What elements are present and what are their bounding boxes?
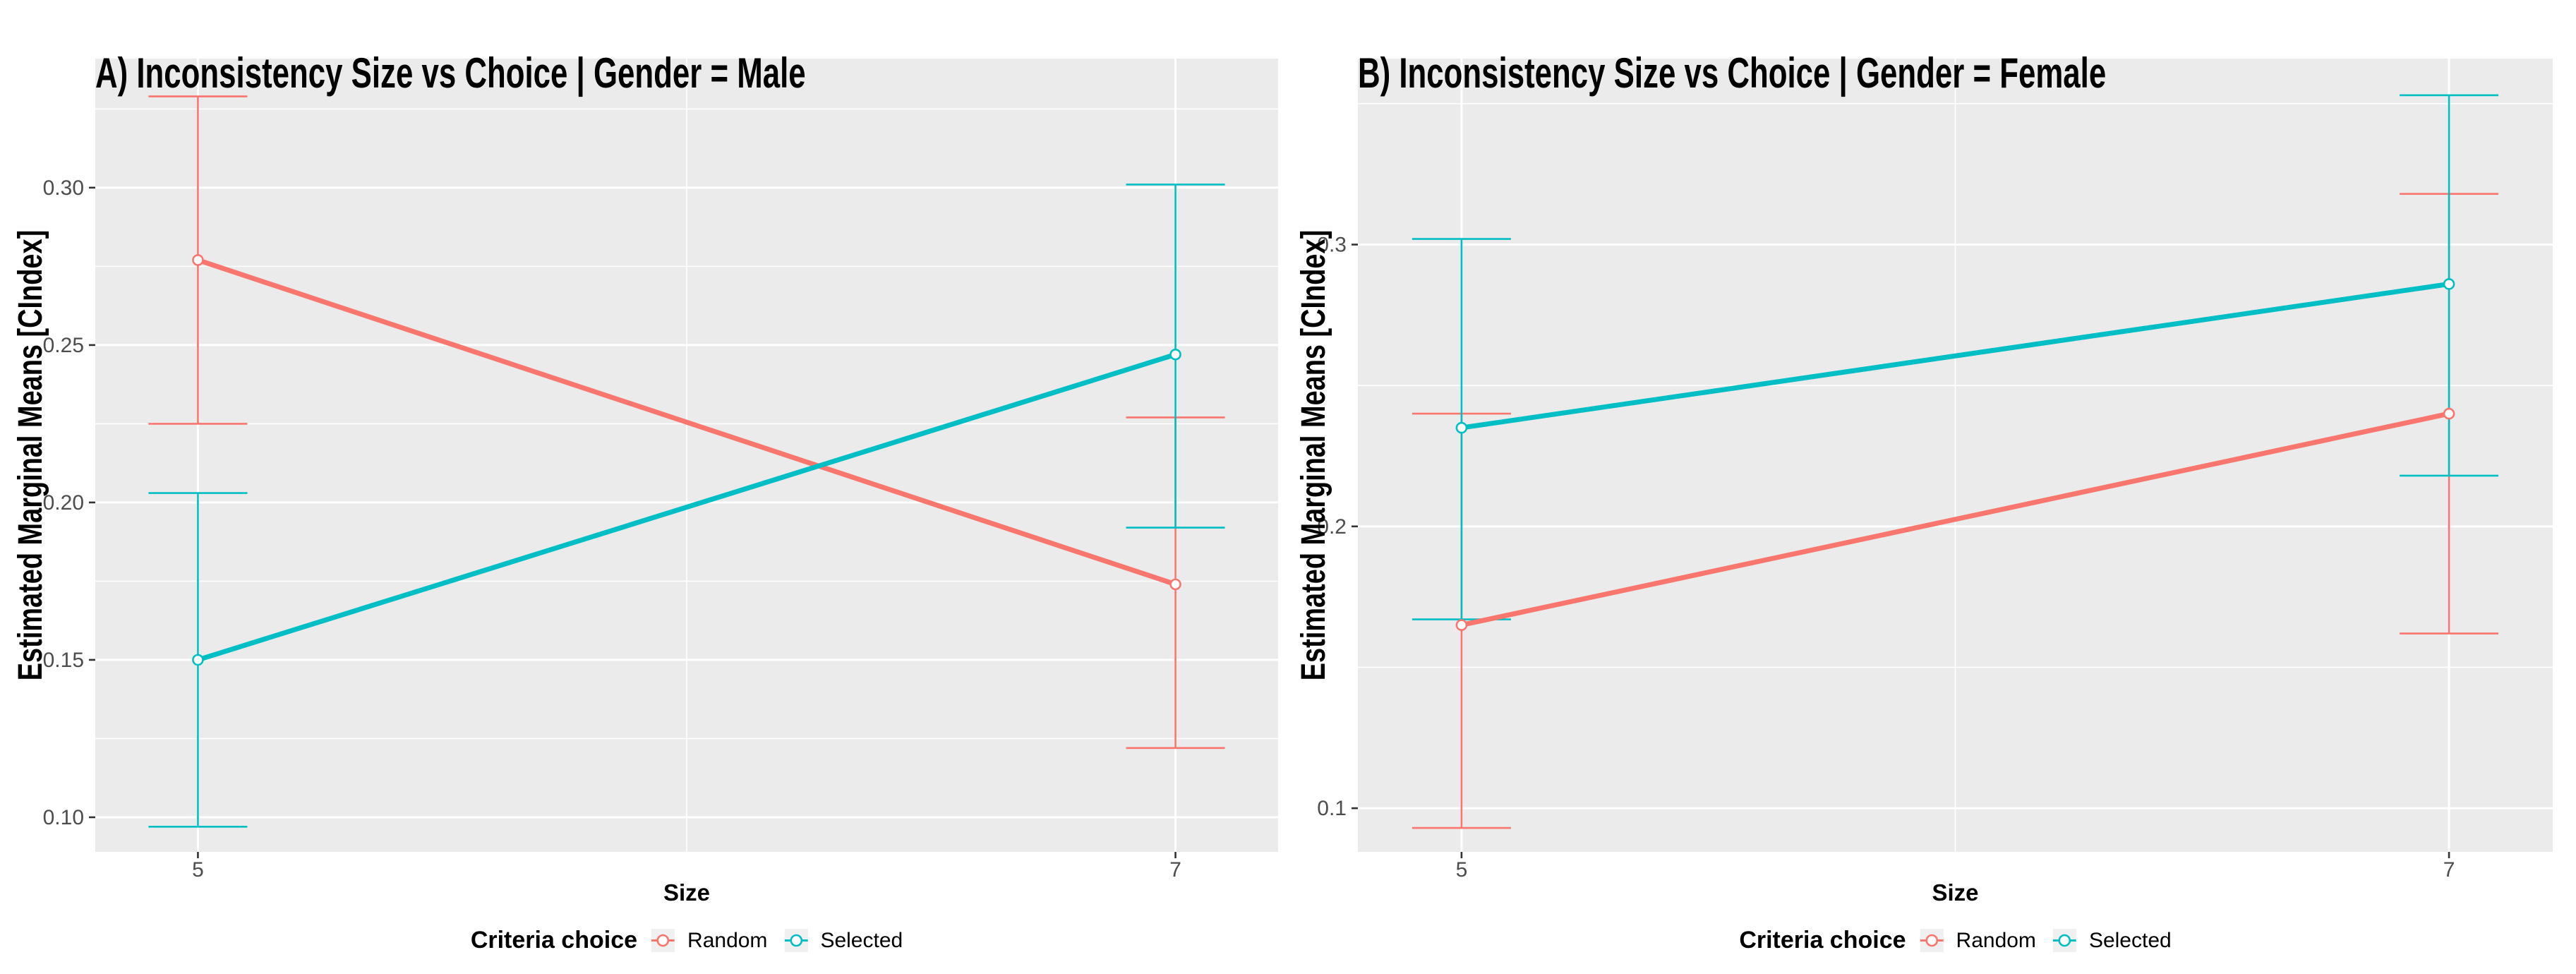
- legend-title: Criteria choice: [1739, 927, 1906, 954]
- legend-label-random: Random: [1956, 928, 2036, 952]
- chart-female: 0.1 0.2 0.3 5 7 B) Inconsistency Size vs Cho…: [1288, 0, 2576, 974]
- y-tick-label: 0.1: [1317, 797, 1347, 820]
- legend-key-icon-random: [651, 929, 675, 952]
- y-tick-label: 0.2: [1317, 515, 1347, 539]
- data-point-random: [2443, 407, 2455, 420]
- y-tick-label: 0.10: [43, 806, 84, 829]
- legend-label-random: Random: [687, 928, 768, 952]
- data-point-random: [192, 254, 204, 266]
- data-point-random: [1169, 578, 1181, 591]
- data-point-selected: [1169, 348, 1181, 361]
- y-tick-label: 0.30: [43, 176, 84, 200]
- legend-item-selected: Selected: [784, 929, 903, 953]
- x-tick-label: 7: [1169, 858, 1181, 882]
- legend-items: Random Selected: [1920, 929, 2172, 953]
- legend-item-random: Random: [1920, 929, 2036, 953]
- legend-key-icon-selected: [2052, 929, 2076, 952]
- legend-key-point: [790, 934, 802, 947]
- x-tick-label: 5: [1456, 858, 1468, 882]
- series-line-random: [1461, 411, 2450, 627]
- data-point-selected: [2443, 278, 2455, 290]
- data-point-selected: [192, 654, 204, 666]
- legend-key-point: [2058, 934, 2071, 947]
- plot-area-female: 0.1 0.2 0.3 5 7: [1317, 59, 2553, 882]
- y-axis-label: Estimated Marginal Means [CIndex]: [12, 229, 49, 681]
- legend: Criteria choice Random Selected: [1739, 927, 2171, 954]
- x-axis-label: Size: [663, 879, 711, 906]
- x-tick-label: 7: [2443, 858, 2455, 882]
- legend-label-selected: Selected: [2088, 928, 2172, 952]
- legend-title: Criteria choice: [470, 927, 638, 954]
- legend: Criteria choice Random Selected: [471, 927, 903, 954]
- series-line-random: [197, 258, 1176, 587]
- data-point-selected: [1455, 421, 1468, 434]
- y-tick-label: 0.25: [43, 334, 84, 357]
- plot-area-male: 0.10 0.15 0.20 0.25 0.30 5 7: [43, 59, 1278, 882]
- y-tick-label: 0.15: [43, 649, 84, 672]
- chart-male: 0.10 0.15 0.20 0.25 0.30 5 7 A) Inconsistency …: [12, 49, 1278, 954]
- y-tick-label: 0.20: [43, 491, 84, 515]
- data-point-random: [1455, 619, 1468, 631]
- series-line-selected: [197, 351, 1176, 663]
- x-tick-label: 5: [192, 858, 204, 882]
- legend-item-random: Random: [651, 929, 767, 953]
- series-line-selected: [1461, 281, 2450, 431]
- legend-key-icon-random: [1920, 929, 1944, 952]
- y-tick-label: 0.3: [1317, 234, 1347, 257]
- y-axis-label: Estimated Marginal Means [CIndex]: [1295, 229, 1332, 681]
- chart-title: B) Inconsistency Size vs Choice | Gender…: [1358, 49, 2107, 97]
- legend-item-selected: Selected: [2052, 928, 2172, 953]
- x-axis-label: Size: [1932, 879, 1979, 906]
- legend-key-point: [1925, 934, 1938, 947]
- legend-key-icon-selected: [784, 929, 808, 952]
- legend-items: Random Selected: [651, 929, 903, 953]
- legend-key-point: [656, 934, 670, 947]
- chart-title: A) Inconsistency Size vs Choice | Gender…: [95, 49, 806, 97]
- legend-label-selected: Selected: [820, 928, 903, 952]
